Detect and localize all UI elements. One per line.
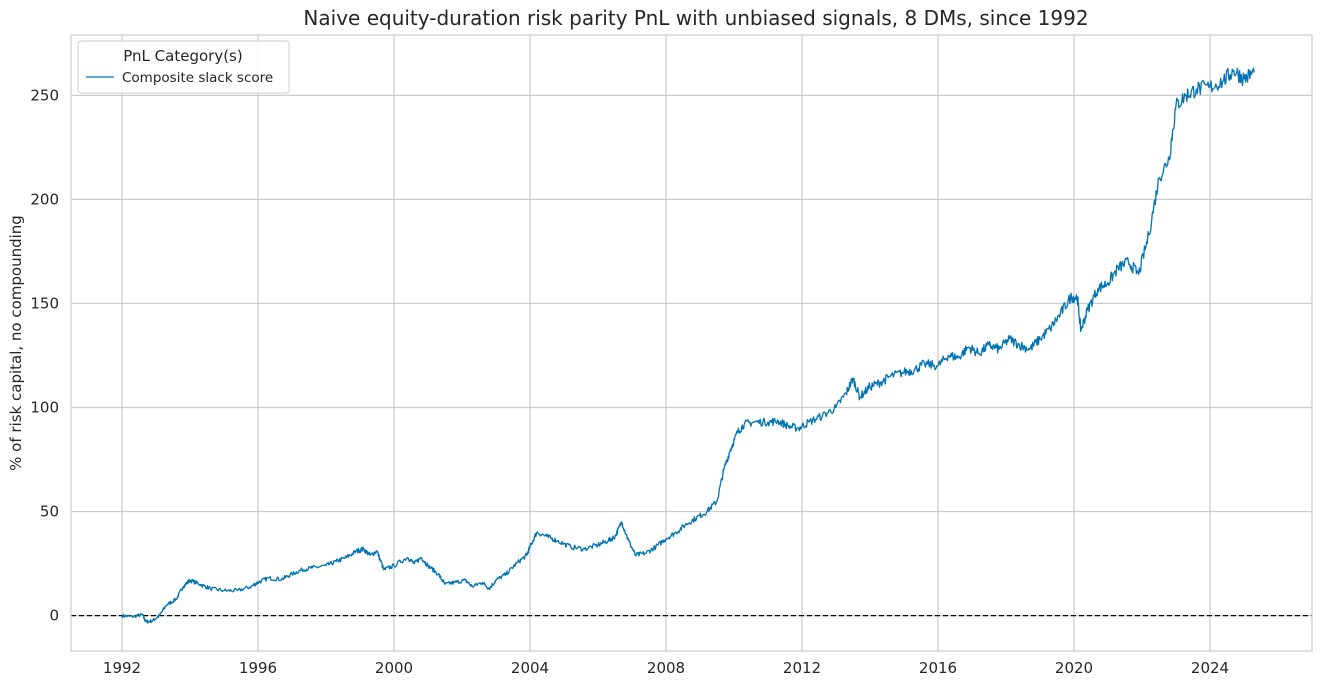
x-tick-label: 2024 xyxy=(1191,659,1229,677)
x-tick-label: 2008 xyxy=(647,659,685,677)
legend-title: PnL Category(s) xyxy=(123,47,242,65)
y-axis-tick-labels: 0 50 100 150 200 250 xyxy=(30,86,59,624)
y-tick-label: 200 xyxy=(30,190,59,208)
legend-entry-composite-slack-score: Composite slack score xyxy=(122,70,273,86)
y-axis-label: % of risk capital, no compounding xyxy=(7,215,25,471)
y-tick-label: 150 xyxy=(30,294,59,312)
y-tick-label: 250 xyxy=(30,86,59,104)
y-tick-label: 100 xyxy=(30,399,59,417)
legend: PnL Category(s) Composite slack score xyxy=(77,40,290,94)
x-tick-label: 2012 xyxy=(783,659,821,677)
x-tick-label: 2016 xyxy=(919,659,957,677)
x-tick-label: 1996 xyxy=(239,659,277,677)
y-tick-label: 50 xyxy=(40,503,59,521)
y-tick-label: 0 xyxy=(49,607,59,625)
x-tick-label: 2020 xyxy=(1055,659,1093,677)
plot-background xyxy=(71,35,1312,651)
x-tick-label: 2004 xyxy=(511,659,549,677)
x-tick-label: 2000 xyxy=(375,659,413,677)
legend-box xyxy=(77,40,290,94)
series-line-composite-slack-score xyxy=(121,67,1255,624)
plot-area xyxy=(70,34,1313,652)
chart-title: Naive equity-duration risk parity PnL wi… xyxy=(303,6,1088,30)
x-tick-label: 1992 xyxy=(103,659,141,677)
plot-frame xyxy=(70,34,1313,652)
x-axis-tick-labels: 1992 1996 2000 2004 2008 2012 2016 2020 2024 xyxy=(103,659,1229,677)
